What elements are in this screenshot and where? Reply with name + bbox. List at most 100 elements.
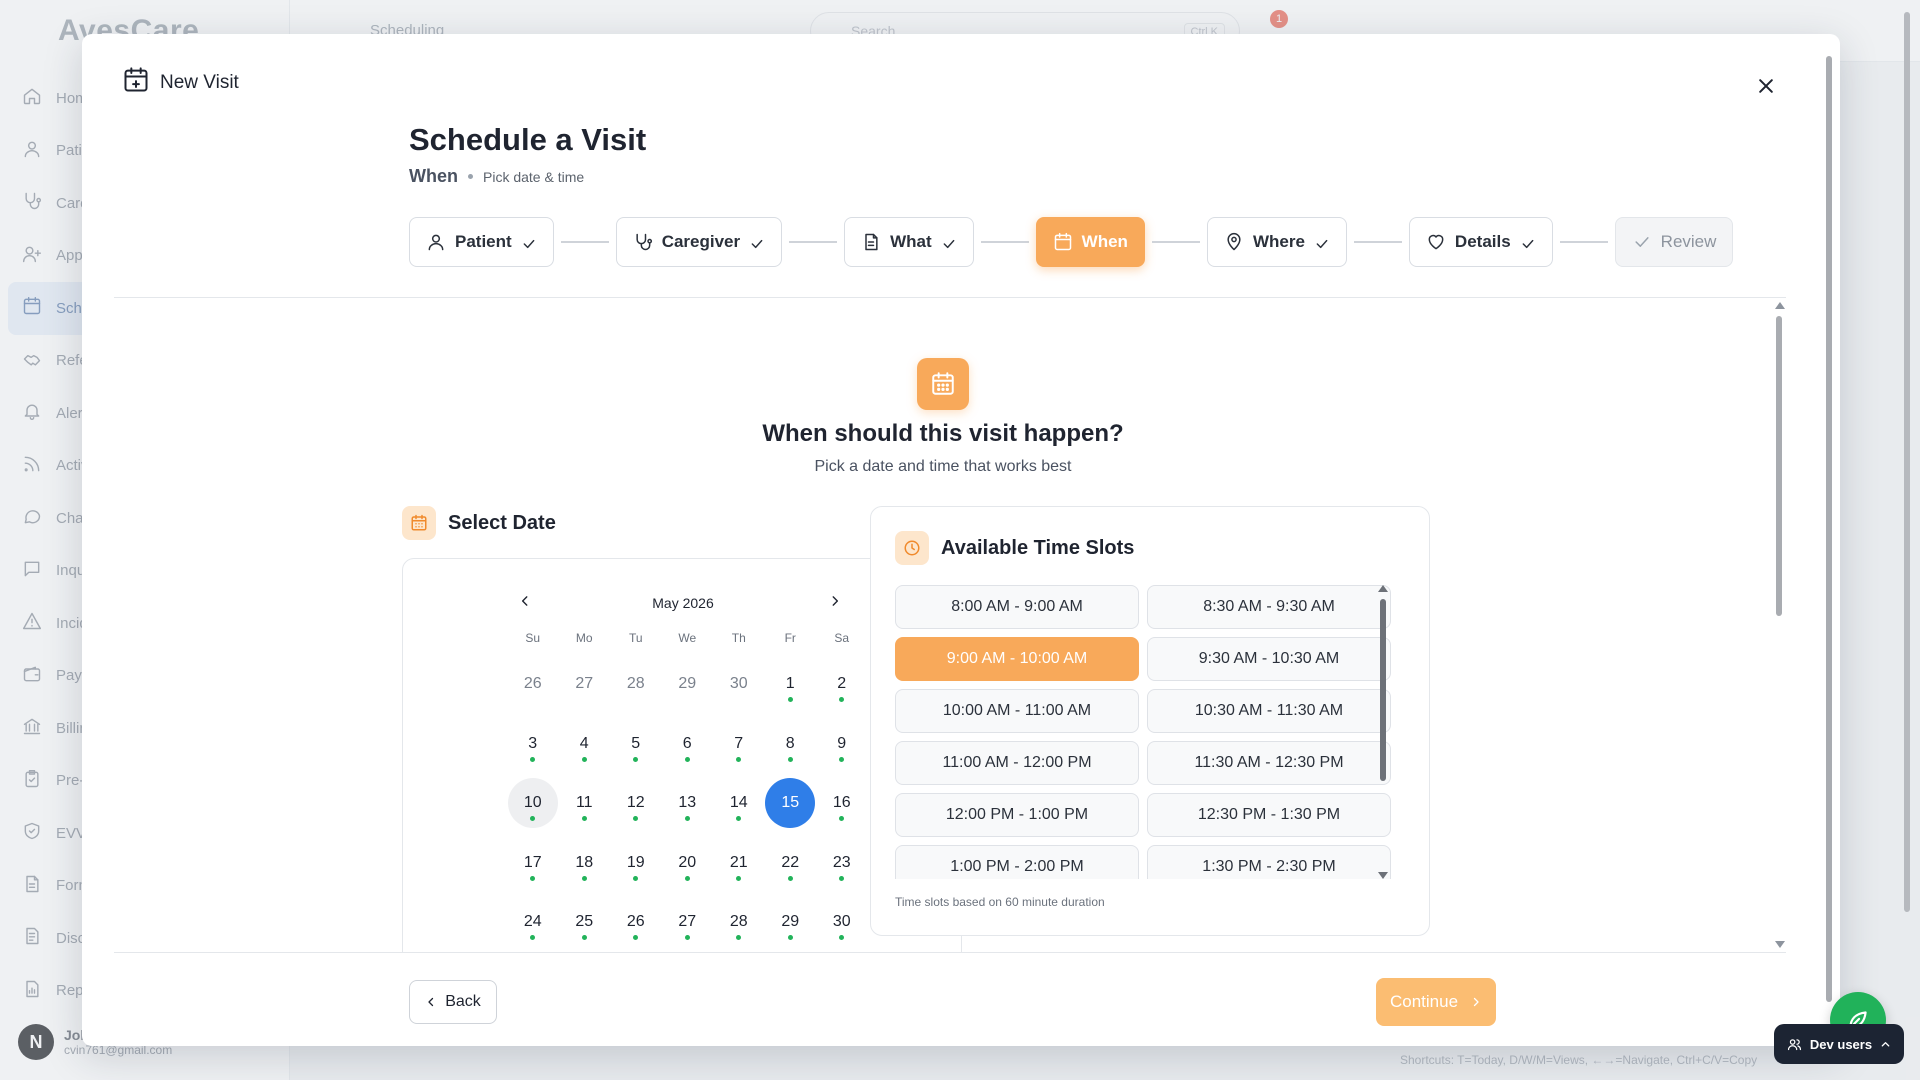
time-slot[interactable]: 12:30 PM - 1:30 PM — [1147, 793, 1391, 837]
map-pin-icon — [1224, 232, 1244, 252]
previous-month-button[interactable] — [513, 589, 537, 613]
calendar-day[interactable]: 20 — [662, 832, 714, 892]
user-icon — [426, 232, 446, 252]
calendar-day[interactable]: 30 — [816, 891, 868, 951]
availability-dot — [530, 935, 536, 940]
time-slot[interactable]: 8:00 AM - 9:00 AM — [895, 585, 1139, 629]
continue-button[interactable]: Continue — [1376, 978, 1496, 1026]
calendar-icon — [402, 506, 436, 540]
step-caregiver[interactable]: Caregiver — [615, 217, 783, 267]
time-slot[interactable]: 10:30 AM - 11:30 AM — [1147, 689, 1391, 733]
calendar-day[interactable]: 3 — [507, 713, 559, 773]
calendar-day[interactable]: 11 — [559, 772, 611, 832]
calendar-day[interactable]: 9 — [816, 713, 868, 773]
calendar-day[interactable]: 18 — [559, 832, 611, 892]
scroll-down-arrow[interactable] — [1378, 872, 1388, 879]
weekday-header: Th — [731, 631, 746, 645]
calendar-day[interactable]: 2 — [816, 653, 868, 713]
dev-users-button[interactable]: Dev users — [1774, 1024, 1904, 1064]
step-patient[interactable]: Patient — [409, 217, 554, 267]
calendar-day[interactable]: 7 — [713, 713, 765, 773]
calendar-day[interactable]: 21 — [713, 832, 765, 892]
calendar-day[interactable]: 4 — [559, 713, 611, 773]
back-button[interactable]: Back — [409, 980, 497, 1024]
step-where[interactable]: Where — [1206, 217, 1347, 267]
sidebar-item-chat[interactable]: Chat — [8, 492, 278, 545]
time-slot[interactable]: 9:30 AM - 10:30 AM — [1147, 637, 1391, 681]
scrollbar-thumb[interactable] — [1380, 599, 1386, 781]
scroll-down-arrow[interactable] — [1775, 941, 1785, 948]
step-details[interactable]: Details — [1408, 217, 1553, 267]
scrollbar-thumb[interactable] — [1776, 316, 1782, 616]
calendar-day[interactable]: 26 — [610, 891, 662, 951]
calendar-day[interactable]: 13 — [662, 772, 714, 832]
calendar-day[interactable]: 19 — [610, 832, 662, 892]
time-slot[interactable]: 8:30 AM - 9:30 AM — [1147, 585, 1391, 629]
close-button[interactable] — [1748, 68, 1784, 104]
step-review[interactable]: Review — [1614, 217, 1734, 267]
keyboard-shortcuts-hint: Shortcuts: T=Today, D/W/M=Views, ←→=Navi… — [1400, 1053, 1758, 1067]
sidebar-item-evv[interactable]: EVV — [8, 807, 278, 860]
calendar-day-selected[interactable]: 15 — [765, 772, 817, 832]
avatar[interactable]: N — [18, 1024, 54, 1060]
notification-badge[interactable]: 1 — [1270, 10, 1288, 28]
calendar-day[interactable]: 22 — [765, 832, 817, 892]
time-slots-title: Available Time Slots — [941, 536, 1135, 559]
availability-dot — [684, 875, 690, 881]
day-number: 6 — [682, 734, 692, 752]
time-slot[interactable]: 11:30 AM - 12:30 PM — [1147, 741, 1391, 785]
calendar-day[interactable]: 12 — [610, 772, 662, 832]
step-when[interactable]: When — [1035, 217, 1145, 267]
step-what[interactable]: What — [844, 217, 974, 267]
calendar-day[interactable]: 16 — [816, 772, 868, 832]
day-number: 30 — [832, 913, 851, 930]
time-slot[interactable]: 11:00 AM - 12:00 PM — [895, 741, 1139, 785]
calendar-day[interactable]: 25 — [559, 891, 611, 951]
calendar-day[interactable]: 17 — [507, 832, 559, 892]
calendar-day[interactable]: 27 — [559, 653, 611, 713]
day-number: 14 — [729, 794, 748, 811]
day-number: 16 — [832, 794, 851, 811]
calendar-day[interactable]: 24 — [507, 891, 559, 951]
calendar-day[interactable]: 10 — [507, 772, 559, 832]
calendar-day[interactable]: 14 — [713, 772, 765, 832]
calendar-day[interactable]: 1 — [765, 653, 817, 713]
calendar-day[interactable]: 5 — [610, 713, 662, 773]
time-slot-selected[interactable]: 9:00 AM - 10:00 AM — [895, 637, 1139, 681]
calendar-day[interactable]: 23 — [816, 832, 868, 892]
current-step-description: Pick date & time — [483, 168, 585, 185]
next-month-button[interactable] — [823, 589, 847, 613]
calendar-day[interactable]: 28 — [713, 891, 765, 951]
time-slot-list[interactable]: 8:00 AM - 9:00 AM 8:30 AM - 9:30 AM 9:00 A… — [895, 585, 1395, 879]
calendar-day[interactable]: 29 — [662, 653, 714, 713]
availability-dot — [839, 935, 845, 940]
step-label: Caregiver — [661, 232, 741, 251]
scroll-up-arrow[interactable] — [1378, 585, 1388, 592]
calendar-day[interactable]: 29 — [765, 891, 817, 951]
select-date-heading: Select Date — [402, 506, 556, 540]
calendar-icon — [917, 358, 969, 410]
page-scrollbar[interactable] — [1900, 0, 1914, 1080]
time-slot[interactable]: 1:00 PM - 2:00 PM — [895, 845, 1139, 879]
calendar-day[interactable]: 26 — [507, 653, 559, 713]
day-number: 18 — [575, 853, 594, 871]
content-scrollbar[interactable] — [1772, 298, 1786, 952]
calendar-day[interactable]: 6 — [662, 713, 714, 773]
calendar-day[interactable]: 30 — [713, 653, 765, 713]
scrollbar-thumb[interactable] — [1826, 56, 1832, 1002]
availability-dot — [736, 935, 742, 940]
time-slot[interactable]: 1:30 PM - 2:30 PM — [1147, 845, 1391, 879]
availability-dot — [633, 935, 639, 940]
calendar-day[interactable]: 8 — [765, 713, 817, 773]
calendar-icon — [22, 296, 42, 320]
time-slot[interactable]: 10:00 AM - 11:00 AM — [895, 689, 1139, 733]
scrollbar-thumb[interactable] — [1904, 12, 1910, 912]
scroll-up-arrow[interactable] — [1775, 302, 1785, 309]
calendar-day[interactable]: 27 — [662, 891, 714, 951]
modal-scrollbar[interactable] — [1824, 42, 1834, 1032]
time-slot-scrollbar[interactable] — [1377, 585, 1389, 879]
time-slot[interactable]: 12:00 PM - 1:00 PM — [895, 793, 1139, 837]
weekday-header: We — [678, 631, 697, 645]
alert-triangle-icon — [22, 611, 42, 635]
calendar-day[interactable]: 28 — [610, 653, 662, 713]
